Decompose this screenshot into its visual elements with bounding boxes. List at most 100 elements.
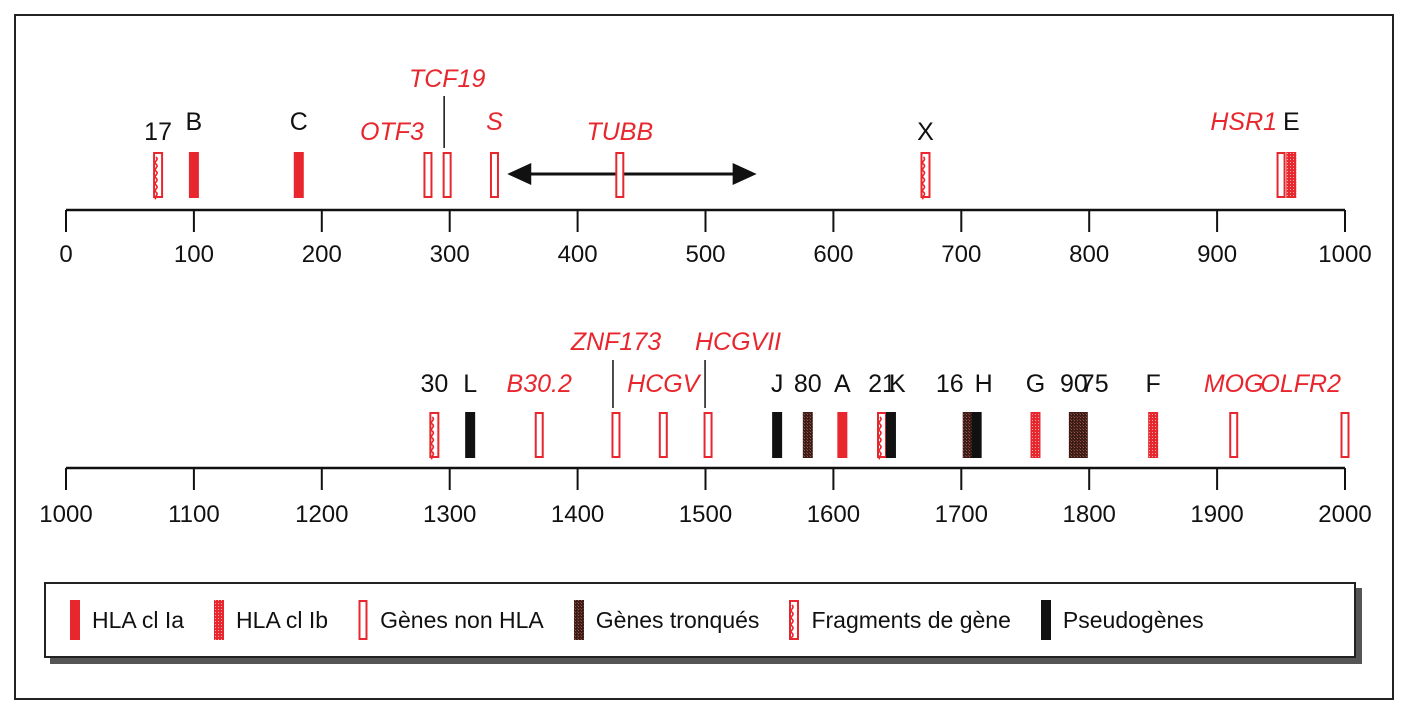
gene-label: MOG [1204,370,1264,398]
gene-non_hla [703,412,713,458]
gene-class_ib [1286,152,1297,198]
gene-non_hla [534,412,544,458]
track2: 1000 1100 1200 1300 1400 1500 1600 1700 1800 1900… [39,328,1371,528]
gene-label: 90 [1060,370,1088,398]
gene-pseudo [772,412,783,458]
gene-class_ib [1148,412,1159,458]
gene-non_hla [442,152,452,198]
gene-label: HSR1 [1210,108,1277,136]
gene-label: 80 [794,370,822,398]
swatch-truncated [573,600,584,640]
legend-label: Fragments de gène [811,606,1011,633]
gene-non_hla [1340,412,1350,458]
tick-label: 1800 [1063,501,1116,528]
tick-label: 1300 [423,501,476,528]
gene-truncated [802,412,813,458]
gene-label: J [771,370,784,398]
legend-swatch [358,600,368,640]
legend-item-non_hla: Gènes non HLA [356,600,544,640]
gene-non_hla [611,412,621,458]
gene-pseudo [885,412,896,458]
gene-non_hla [423,152,433,198]
legend-item-class_ib: HLA cl Ib [212,600,328,640]
legend-label: Gènes tronqués [595,606,760,633]
swatch-fragment [789,600,800,640]
tick-label: 300 [430,241,470,268]
legend: HLA cl Ia HLA cl Ib Gènes non HLA Gènes tro… [44,582,1356,658]
gene-non_hla [1229,412,1239,458]
gene-class_ib [1030,412,1041,458]
legend-label: HLA cl Ib [236,606,329,633]
tick-label: 700 [941,241,981,268]
gene-label: B30.2 [507,370,572,398]
gene-label: B [186,108,203,136]
tick-label: 1000 [39,501,92,528]
gene-label: 75 [1081,370,1109,398]
gene-fragment [429,412,440,460]
legend-item-truncated: Gènes tronqués [572,600,760,640]
gene-label: A [834,370,851,398]
gene-truncated [962,412,973,458]
tick-label: 400 [558,241,598,268]
legend-swatch [70,600,80,640]
legend-swatch [573,600,584,640]
tick-label: 1600 [807,501,860,528]
gene-truncated [1077,412,1088,458]
gene-label: K [889,370,906,398]
tick-label: 2000 [1318,501,1371,528]
track1: 0 100 200 300 400 500 600 700 800 900 1000 17 B C OTF3… [59,65,1371,268]
tick-label: 900 [1197,241,1237,268]
gene-label: C [290,108,308,136]
span-arrow [507,163,757,185]
gene-class_ia [188,152,199,198]
legend-swatch [1040,600,1051,640]
legend-item-pseudo: Pseudogènes [1039,600,1204,640]
legend-swatch [214,600,225,640]
gene-label: TCF19 [409,65,486,93]
legend-label: Gènes non HLA [380,606,544,633]
gene-class_ia [837,412,848,458]
gene-class_ia [293,152,304,198]
tick-label: 1700 [935,501,988,528]
tick-label: 500 [685,241,725,268]
legend-item-fragment: Fragments de gène [787,600,1011,640]
gene-fragment [153,152,164,200]
tick-label: 1400 [551,501,604,528]
legend-label: Pseudogènes [1062,606,1204,633]
gene-label: L [463,370,477,398]
gene-label: 30 [420,370,448,398]
legend-label: HLA cl Ia [92,606,185,633]
tick-label: 0 [59,241,72,268]
gene-label: S [486,108,503,136]
gene-non_hla [489,152,499,198]
gene-label: ZNF173 [570,328,661,356]
legend-swatch [789,600,800,640]
gene-label: 21 [868,370,896,398]
gene-label: 17 [144,118,172,146]
gene-non_hla [658,412,668,458]
gene-label: HCGVII [695,328,781,356]
gene-label: F [1146,370,1161,398]
gene-pseudo [465,412,476,458]
tick-label: 1900 [1190,501,1243,528]
gene-label: E [1283,108,1300,136]
gene-label: X [917,118,934,146]
gene-label: OLFR2 [1260,370,1341,398]
tick-label: 600 [813,241,853,268]
gene-fragment [877,412,888,460]
gene-label: HCGV [627,370,702,398]
tick-label: 200 [302,241,342,268]
gene-label: H [975,370,993,398]
legend-item-class_ia: HLA cl Ia [68,600,184,640]
swatch-non_hla [358,600,368,640]
tick-label: 1100 [168,501,220,528]
gene-pseudo [971,412,982,458]
gene-non_hla [1276,152,1286,198]
gene-label: TUBB [586,118,653,146]
tick-label: 1200 [295,501,348,528]
tick-label: 1000 [1318,241,1371,268]
tick-label: 100 [174,241,214,268]
gene-label: OTF3 [360,118,424,146]
tick-label: 800 [1069,241,1109,268]
